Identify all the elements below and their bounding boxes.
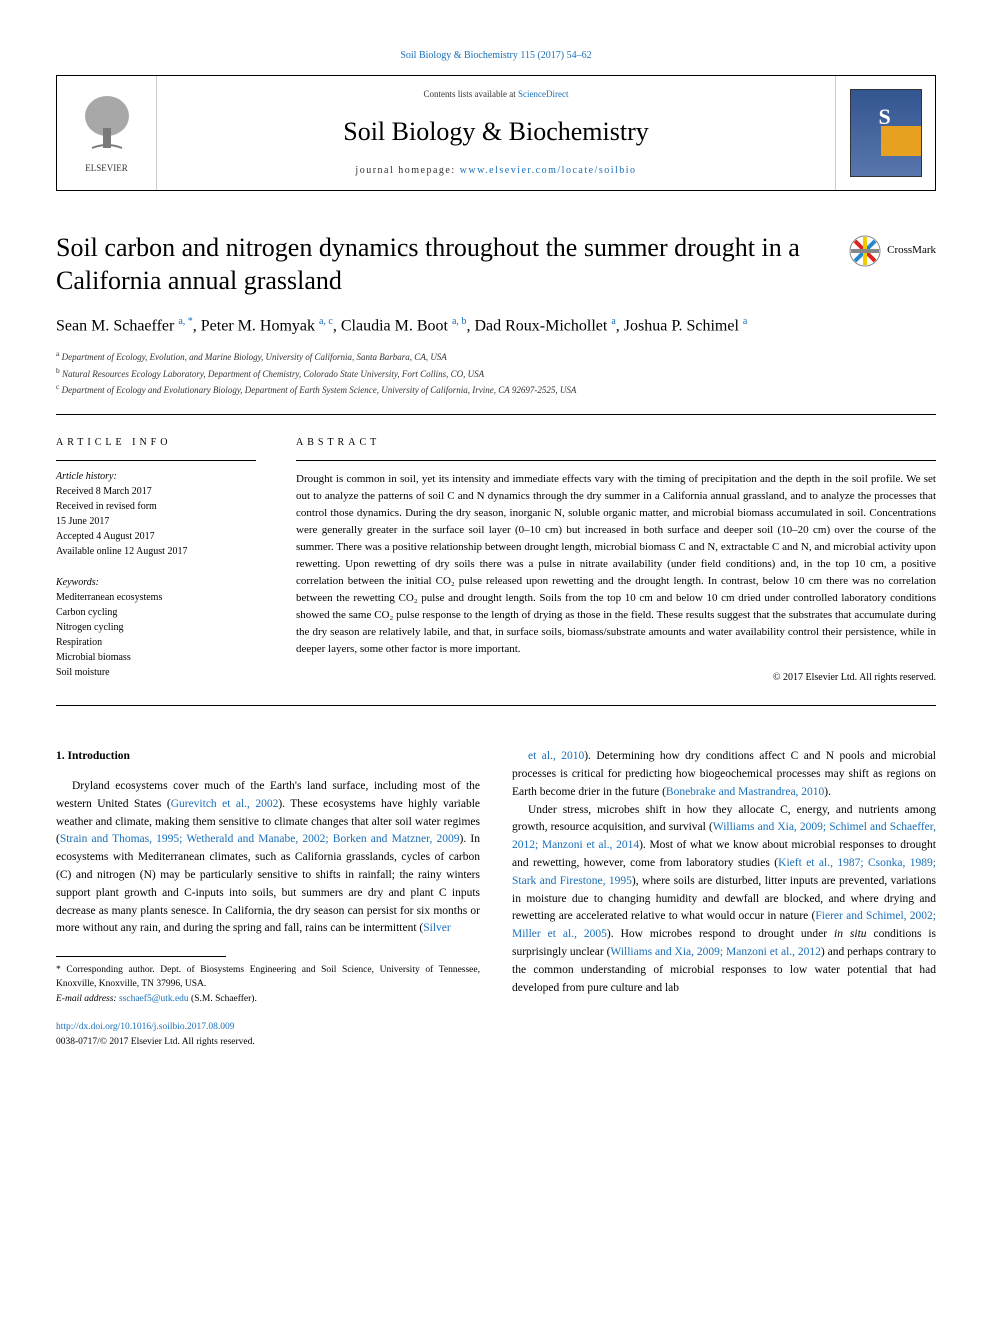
contents-available: Contents lists available at ScienceDirec… — [177, 88, 815, 102]
citation-link[interactable]: Gurevitch et al., 2002 — [171, 798, 279, 810]
affiliations: a Department of Ecology, Evolution, and … — [56, 348, 936, 397]
affiliation-line: a Department of Ecology, Evolution, and … — [56, 348, 936, 364]
email-link[interactable]: sschaef5@utk.edu — [119, 994, 189, 1004]
citation-link[interactable]: Bonebrake and Mastrandrea, 2010 — [666, 786, 824, 798]
keywords-title: Keywords: — [56, 575, 256, 590]
citation-link[interactable]: Williams and Xia, 2009; Manzoni et al., … — [610, 946, 821, 958]
issn-copyright: 0038-0717/© 2017 Elsevier Ltd. All right… — [56, 1037, 255, 1047]
body-paragraph: Under stress, microbes shift in how they… — [512, 802, 936, 998]
doi-block: http://dx.doi.org/10.1016/j.soilbio.2017… — [56, 1020, 480, 1049]
doi-link[interactable]: http://dx.doi.org/10.1016/j.soilbio.2017… — [56, 1022, 235, 1032]
abstract-heading: ABSTRACT — [296, 435, 936, 450]
history-line: Available online 12 August 2017 — [56, 544, 256, 559]
author-list: Sean M. Schaeffer a, *, Peter M. Homyak … — [56, 314, 936, 338]
journal-cover-image: S — [850, 89, 922, 177]
history-line: Accepted 4 August 2017 — [56, 529, 256, 544]
homepage-link[interactable]: www.elsevier.com/locate/soilbio — [460, 165, 637, 176]
footnote-separator — [56, 956, 226, 957]
crossmark-label: CrossMark — [887, 242, 936, 259]
corresponding-author-note: * Corresponding author. Dept. of Biosyst… — [56, 963, 480, 992]
journal-homepage: journal homepage: www.elsevier.com/locat… — [177, 163, 815, 178]
body-column-left: 1. Introduction Dryland ecosystems cover… — [56, 748, 480, 1049]
crossmark-icon — [849, 235, 881, 267]
abstract-copyright: © 2017 Elsevier Ltd. All rights reserved… — [296, 670, 936, 685]
sciencedirect-link[interactable]: ScienceDirect — [518, 89, 568, 99]
header-center: Contents lists available at ScienceDirec… — [157, 76, 835, 190]
article-info-heading: ARTICLE INFO — [56, 435, 256, 450]
keyword-line: Microbial biomass — [56, 650, 256, 665]
publication-header: ELSEVIER Contents lists available at Sci… — [56, 75, 936, 191]
body-columns: 1. Introduction Dryland ecosystems cover… — [56, 748, 936, 1049]
abstract-column: ABSTRACT Drought is common in soil, yet … — [296, 435, 936, 686]
email-suffix: (S.M. Schaeffer). — [189, 994, 257, 1004]
citation-link[interactable]: Strain and Thomas, 1995; Wetherald and M… — [60, 833, 460, 845]
citation-link[interactable]: Silver — [423, 922, 450, 934]
contents-prefix: Contents lists available at — [424, 89, 518, 99]
body-paragraph: Dryland ecosystems cover much of the Ear… — [56, 778, 480, 938]
affiliation-line: c Department of Ecology and Evolutionary… — [56, 381, 936, 397]
keyword-line: Nitrogen cycling — [56, 620, 256, 635]
email-note: E-mail address: sschaef5@utk.edu (S.M. S… — [56, 992, 480, 1006]
affiliation-line: b Natural Resources Ecology Laboratory, … — [56, 365, 936, 381]
history-line: 15 June 2017 — [56, 514, 256, 529]
history-line: Received in revised form — [56, 499, 256, 514]
crossmark-badge[interactable]: CrossMark — [849, 235, 936, 267]
section-heading-intro: 1. Introduction — [56, 748, 480, 766]
keyword-line: Respiration — [56, 635, 256, 650]
journal-name: Soil Biology & Biochemistry — [177, 112, 815, 151]
keyword-line: Carbon cycling — [56, 605, 256, 620]
elsevier-tree-icon — [72, 90, 142, 160]
article-info-column: ARTICLE INFO Article history: Received 8… — [56, 435, 256, 686]
journal-cover: S — [835, 76, 935, 190]
keyword-line: Mediterranean ecosystems — [56, 590, 256, 605]
citation-header: Soil Biology & Biochemistry 115 (2017) 5… — [56, 48, 936, 63]
article-title: Soil carbon and nitrogen dynamics throug… — [56, 231, 829, 299]
body-column-right: et al., 2010). Determining how dry condi… — [512, 748, 936, 1049]
history-title: Article history: — [56, 469, 256, 484]
email-label: E-mail address: — [56, 994, 119, 1004]
elsevier-name: ELSEVIER — [85, 162, 128, 176]
history-line: Received 8 March 2017 — [56, 484, 256, 499]
elsevier-logo: ELSEVIER — [57, 76, 157, 190]
body-paragraph: et al., 2010). Determining how dry condi… — [512, 748, 936, 801]
homepage-prefix: journal homepage: — [355, 165, 459, 176]
citation-link[interactable]: et al., 2010 — [528, 750, 584, 762]
abstract-text: Drought is common in soil, yet its inten… — [296, 471, 936, 659]
keyword-line: Soil moisture — [56, 665, 256, 680]
